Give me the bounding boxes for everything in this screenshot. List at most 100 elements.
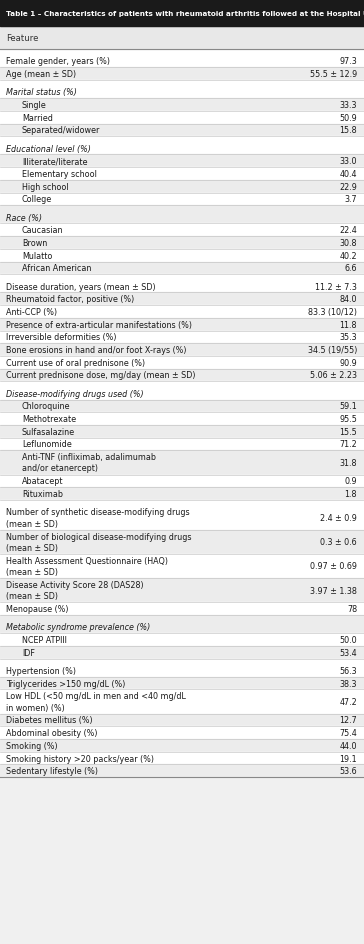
Text: 0.3 ± 0.6: 0.3 ± 0.6 [320,538,357,547]
Text: 38.3: 38.3 [340,679,357,688]
Text: 11.2 ± 7.3: 11.2 ± 7.3 [315,282,357,292]
Bar [0,659,364,677]
Bar [0,400,364,413]
Text: 55.5 ± 12.9: 55.5 ± 12.9 [310,70,357,79]
Text: Disease duration, years (mean ± SD): Disease duration, years (mean ± SD) [6,282,156,292]
Text: Abdominal obesity (%): Abdominal obesity (%) [6,729,98,737]
Text: 0.97 ± 0.69: 0.97 ± 0.69 [310,562,357,571]
Text: Smoking history >20 packs/year (%): Smoking history >20 packs/year (%) [6,753,154,763]
Bar [0,331,364,344]
Text: Rheumatoid factor, positive (%): Rheumatoid factor, positive (%) [6,295,134,304]
Text: 15.5: 15.5 [339,428,357,436]
Text: 35.3: 35.3 [339,333,357,342]
Bar [0,530,364,554]
Bar [0,0,364,27]
Text: Triglycerides >150 mg/dL (%): Triglycerides >150 mg/dL (%) [6,679,125,688]
Bar [0,306,364,318]
Bar [0,50,364,68]
Bar [0,27,364,50]
Text: 56.3: 56.3 [339,666,357,675]
Text: Sedentary lifestyle (%): Sedentary lifestyle (%) [6,767,98,775]
Text: 6.6: 6.6 [344,264,357,273]
Bar [0,690,364,714]
Text: 30.8: 30.8 [340,239,357,247]
Bar [0,318,364,331]
Bar [0,579,364,602]
Text: Irreversible deformities (%): Irreversible deformities (%) [6,333,116,342]
Text: 78: 78 [347,604,357,614]
Bar [0,137,364,155]
Text: 3.97 ± 1.38: 3.97 ± 1.38 [310,586,357,595]
Text: 97.3: 97.3 [339,58,357,66]
Text: 40.2: 40.2 [339,251,357,261]
Text: 53.6: 53.6 [339,767,357,775]
Text: Sulfasalazine: Sulfasalazine [22,428,75,436]
Bar [0,81,364,99]
Text: 44.0: 44.0 [340,741,357,750]
Bar [0,714,364,727]
Text: NCEP ATPIII: NCEP ATPIII [22,635,67,644]
Text: 50.0: 50.0 [339,635,357,644]
Bar [0,275,364,293]
Bar [0,677,364,690]
Bar [0,765,364,777]
Text: 11.8: 11.8 [340,320,357,329]
Bar [0,369,364,382]
Text: Bone erosions in hand and/or foot X-rays (%): Bone erosions in hand and/or foot X-rays… [6,346,186,355]
Text: Table 1 – Characteristics of patients with rheumatoid arthritis followed at the : Table 1 – Characteristics of patients wi… [6,10,364,17]
Text: Diabetes mellitus (%): Diabetes mellitus (%) [6,716,92,725]
Text: 33.3: 33.3 [340,101,357,110]
Text: Current prednisone dose, mg/day (mean ± SD): Current prednisone dose, mg/day (mean ± … [6,371,195,380]
Text: 3.7: 3.7 [344,195,357,204]
Text: Smoking (%): Smoking (%) [6,741,58,750]
Bar [0,224,364,237]
Bar [0,111,364,125]
Bar [0,206,364,224]
Text: 2.4 ± 0.9: 2.4 ± 0.9 [320,514,357,522]
Bar [0,646,364,659]
Bar [0,99,364,111]
Text: Current use of oral prednisone (%): Current use of oral prednisone (%) [6,359,145,367]
Bar [0,180,364,194]
Bar [0,382,364,400]
Bar [0,475,364,488]
Text: Metabolic syndrome prevalence (%): Metabolic syndrome prevalence (%) [6,623,150,632]
Text: Educational level (%): Educational level (%) [6,144,91,153]
Bar [0,168,364,180]
Bar [0,633,364,646]
Text: College: College [22,195,52,204]
Bar [0,500,364,530]
Text: Race (%): Race (%) [6,213,42,223]
Text: Brown: Brown [22,239,47,247]
Text: Abatacept: Abatacept [22,477,63,486]
Text: 12.7: 12.7 [339,716,357,725]
Text: 95.5: 95.5 [339,414,357,424]
Text: Separated/widower: Separated/widower [22,126,100,135]
Bar [0,293,364,306]
Text: Marital status (%): Marital status (%) [6,88,77,97]
Bar [0,125,364,137]
Text: Health Assessment Questionnaire (HAQ)
(mean ± SD): Health Assessment Questionnaire (HAQ) (m… [6,556,168,577]
Text: Presence of extra-articular manifestations (%): Presence of extra-articular manifestatio… [6,320,192,329]
Bar [0,426,364,438]
Text: Caucasian: Caucasian [22,226,63,235]
Text: Number of biological disease-modifying drugs
(mean ± SD): Number of biological disease-modifying d… [6,532,191,552]
Bar [0,155,364,168]
Text: Low HDL (<50 mg/dL in men and <40 mg/dL
in women) (%): Low HDL (<50 mg/dL in men and <40 mg/dL … [6,692,186,712]
Text: 22.4: 22.4 [339,226,357,235]
Text: 83.3 (10/12): 83.3 (10/12) [308,308,357,316]
Text: 90.9: 90.9 [339,359,357,367]
Text: Disease-modifying drugs used (%): Disease-modifying drugs used (%) [6,389,144,398]
Bar [0,727,364,739]
Text: IDF: IDF [22,648,35,657]
Text: 19.1: 19.1 [339,753,357,763]
Text: 0.9: 0.9 [344,477,357,486]
Text: 53.4: 53.4 [339,648,357,657]
Text: 71.2: 71.2 [339,440,357,449]
Text: Mulatto: Mulatto [22,251,52,261]
Text: Single: Single [22,101,47,110]
Bar [0,438,364,451]
Bar [0,739,364,752]
Text: Leflunomide: Leflunomide [22,440,72,449]
Text: 34.5 (19/55): 34.5 (19/55) [308,346,357,355]
